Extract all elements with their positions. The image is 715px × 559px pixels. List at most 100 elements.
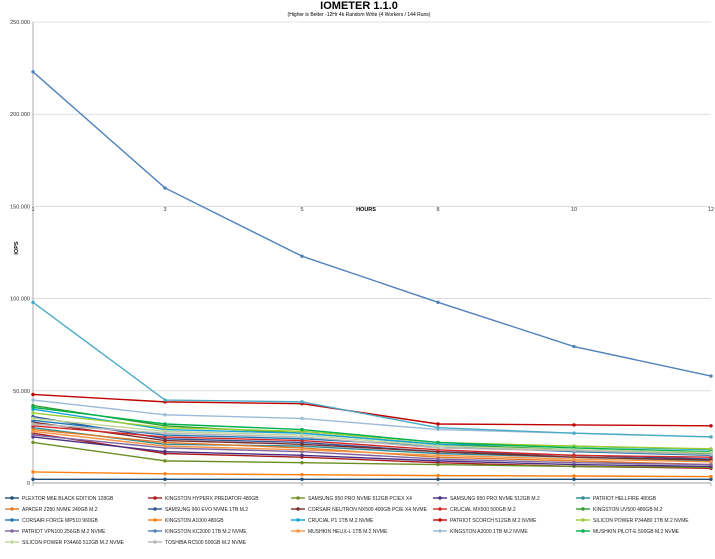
data-point — [300, 435, 304, 439]
data-point — [436, 473, 440, 478]
data-point — [572, 474, 576, 478]
y-tick-label: 50.000 — [13, 389, 30, 395]
x-tick-label: 3 — [163, 207, 166, 213]
data-point — [300, 473, 304, 477]
data-point — [163, 472, 167, 476]
data-point — [163, 425, 167, 430]
data-point — [572, 449, 576, 453]
data-point — [300, 453, 304, 458]
legend-label: PATRIOT VPN100 256GB M.2 NVME — [22, 529, 106, 535]
data-point — [163, 398, 167, 402]
data-point — [31, 470, 35, 474]
data-point — [31, 300, 35, 304]
data-point — [709, 435, 713, 439]
legend-label: MUSHKIN PILOT-E 500GB M.2 NVME — [593, 529, 680, 535]
legend-item: KINGSTON A2000 1TB M.2 NVME — [433, 529, 528, 535]
data-point — [572, 461, 576, 465]
data-point — [163, 413, 167, 417]
legend-label: PATRIOT SCORCH 512GB M.2 NVME — [450, 518, 537, 524]
legend-item: SILICON POWER P34A60 512GB M.2 NVME — [5, 540, 125, 546]
x-tick-label: 1 — [31, 207, 34, 213]
series — [31, 392, 713, 428]
data-point — [300, 400, 304, 404]
legend-item: CORSAIR NEUTRON NX500 400GB PCIE X4 NVME — [291, 507, 428, 513]
data-point — [163, 186, 167, 190]
series-line — [32, 71, 712, 377]
data-point — [709, 447, 713, 451]
data-point — [572, 344, 576, 349]
legend-marker — [296, 518, 300, 522]
chart-title: IOMETER 1.1.0 — [320, 0, 398, 12]
data-point — [709, 374, 713, 378]
legend-marker — [581, 507, 585, 511]
data-point — [436, 453, 440, 458]
data-point — [163, 477, 167, 482]
legend-marker — [153, 496, 157, 500]
data-point — [572, 477, 576, 482]
series-line — [32, 421, 712, 461]
legend-marker — [581, 496, 585, 500]
series — [31, 398, 713, 439]
legend-item: KINGSTON HYPERX PREDATOR 480GB — [148, 496, 259, 502]
data-point — [709, 452, 713, 457]
legend-marker — [153, 518, 157, 522]
data-point — [300, 416, 304, 421]
series-line — [32, 412, 712, 450]
series-line — [32, 406, 712, 453]
series-lines — [31, 70, 713, 482]
data-point — [572, 453, 576, 458]
series-line — [32, 425, 712, 458]
legend-label: APACER Z280 NVME 240GB M.2 — [22, 507, 98, 513]
legend-marker — [153, 507, 157, 511]
legend-marker — [10, 507, 14, 511]
data-point — [436, 462, 440, 467]
data-point — [709, 460, 713, 464]
data-point — [572, 423, 576, 427]
series-line — [32, 301, 712, 438]
x-tick-label: 8 — [436, 207, 439, 213]
data-point — [709, 477, 713, 482]
legend-marker — [10, 496, 14, 500]
series — [31, 70, 713, 378]
data-point — [436, 425, 440, 430]
series-line — [32, 393, 712, 427]
legend-marker — [10, 540, 14, 544]
data-point — [436, 457, 440, 461]
data-point — [31, 392, 35, 397]
data-point — [572, 431, 576, 435]
data-point — [300, 448, 304, 452]
legend-item: APACER Z280 NVME 240GB M.2 — [5, 507, 98, 513]
legend-marker — [438, 496, 442, 500]
legend-item: SILICON POWER P34A80 1TB M.2 NVME — [576, 518, 689, 524]
legend-label: SAMSUNG 960 EVO NVME 1TB M.2 — [165, 507, 248, 513]
legend-marker — [296, 529, 300, 533]
data-point — [709, 462, 713, 467]
data-point — [300, 461, 304, 465]
y-tick-label: 200.000 — [10, 112, 30, 118]
legend-item: TOSHIBA RC500 500GB M.2 NVME — [148, 540, 247, 546]
legend-label: SAMSUNG 950 PRO NVME 512GB M.2 — [450, 496, 540, 502]
data-point — [436, 422, 440, 426]
legend-marker — [296, 507, 300, 511]
series-line — [32, 441, 712, 469]
legend-label: TOSHIBA RC500 500GB M.2 NVME — [165, 540, 247, 546]
legend-label: CORSAIR NEUTRON NX500 400GB PCIE X4 NVME — [308, 507, 428, 513]
data-point — [300, 427, 304, 432]
y-axis-label: IOPS — [14, 241, 20, 254]
legend-item: PATRIOT SCORCH 512GB M.2 NVME — [433, 518, 537, 524]
series — [31, 300, 713, 439]
legend-label: KINGSTON A1000 480GB — [165, 518, 224, 524]
legend-item: MUSHKIN HELIX-L 1TB M.2 NVME — [291, 529, 388, 535]
legend-marker — [438, 507, 442, 511]
data-point — [31, 477, 35, 482]
data-point — [163, 459, 167, 463]
legend-label: CORSAIR FORCE MP510 960GB — [22, 518, 99, 524]
series-line — [32, 430, 712, 463]
data-point — [709, 474, 713, 479]
series-line — [32, 471, 712, 478]
data-point — [163, 449, 167, 454]
legend-label: PATRIOT HELLFIRE 480GB — [593, 496, 657, 502]
legend-item: PATRIOT HELLFIRE 480GB — [576, 496, 657, 502]
legend-marker — [10, 529, 14, 533]
